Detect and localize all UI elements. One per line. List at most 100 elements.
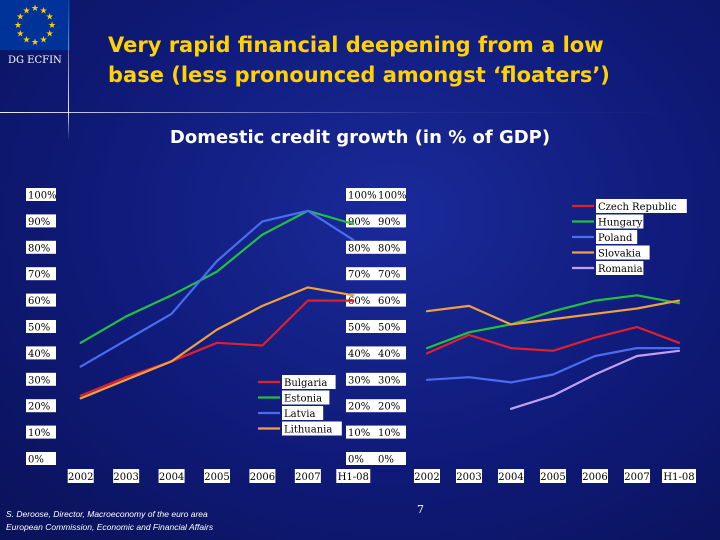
ytick-label-bg <box>376 320 406 333</box>
xtick-label: 2007 <box>624 472 649 483</box>
ytick-label: 50% <box>28 323 50 334</box>
slide-title: Very rapid financial deepening from a lo… <box>108 30 708 90</box>
ytick-label-bg <box>26 372 56 386</box>
legend-label: Romania <box>598 264 643 275</box>
legend-label-bg <box>282 375 336 389</box>
ytick-label: 100% <box>348 191 377 202</box>
ytick-label-bg <box>26 293 56 307</box>
legend: Czech Republic Hungary Poland Slovakia Roman… <box>572 199 687 275</box>
eu-flag-logo: ★ ★ ★ ★ ★ ★ ★ ★ ★ ★ ★ ★ <box>0 0 70 50</box>
xtick-label: 2002 <box>414 472 439 483</box>
divider-horizontal <box>0 112 720 113</box>
ytick-label-bg <box>26 214 56 228</box>
xtick-label-bg <box>249 469 276 483</box>
ytick-label-bg <box>376 293 406 307</box>
eu-star: ★ <box>39 36 47 46</box>
footer: S. Deroose, Director, Macroeconomy of th… <box>6 508 213 534</box>
ytick-label: 20% <box>28 402 50 413</box>
ytick-label: 70% <box>348 270 370 281</box>
ytick-label: 90% <box>28 217 50 228</box>
ytick-label-bg <box>26 240 56 254</box>
xtick-label: 2003 <box>113 472 138 483</box>
ytick-label-bg <box>376 346 406 360</box>
ytick-label: 10% <box>348 428 370 439</box>
series-line-estonia <box>79 209 355 344</box>
ytick-label: 80% <box>378 243 400 254</box>
xtick-label-bg <box>294 469 321 483</box>
ytick-label-bg <box>376 452 406 465</box>
ytick-label-bg <box>346 425 376 439</box>
legend-label: Bulgaria <box>284 378 327 389</box>
xtick-label-bg <box>204 469 230 483</box>
ytick-label-bg <box>346 188 376 201</box>
ytick-label: 30% <box>378 375 400 386</box>
ytick-label: 50% <box>378 323 400 334</box>
eu-star: ★ <box>31 4 39 14</box>
eu-star: ★ <box>39 6 47 16</box>
xtick-label: 2006 <box>582 472 607 483</box>
legend-label-bg <box>596 261 644 275</box>
legend-label-bg <box>282 406 324 420</box>
org-label: DG ECFIN <box>8 55 62 66</box>
series-line-romania <box>509 349 681 410</box>
series-line-poland <box>425 347 681 384</box>
ytick-label-bg <box>376 267 406 281</box>
ytick-label: 60% <box>348 296 370 307</box>
xtick-label: 2004 <box>159 472 184 483</box>
ytick-label-bg <box>26 399 56 413</box>
ytick-label-bg <box>346 293 376 307</box>
xtick-label-bg <box>67 469 94 483</box>
page-number: 7 <box>417 503 424 516</box>
ytick-label: 10% <box>378 428 400 439</box>
xtick-label-bg <box>498 469 524 483</box>
series-line-hungary <box>425 294 681 350</box>
series-line-latvia <box>79 209 355 368</box>
xtick-label: 2005 <box>204 472 229 483</box>
ytick-label: 90% <box>348 217 370 228</box>
ytick-label: 10% <box>28 428 50 439</box>
ytick-label-bg <box>26 320 56 333</box>
legend-label-bg <box>596 245 650 260</box>
ytick-label: 40% <box>28 349 50 360</box>
ytick-label: 20% <box>348 402 370 413</box>
ytick-label-bg <box>376 425 406 439</box>
legend-label: Lithuania <box>284 425 332 436</box>
xtick-label-bg <box>414 469 440 483</box>
ytick-label-bg <box>346 452 376 465</box>
ytick-label: 80% <box>28 243 50 254</box>
eu-star: ★ <box>22 36 30 46</box>
legend-label: Slovakia <box>598 249 641 260</box>
xtick-label-bg <box>113 469 140 483</box>
slide-title-line2: base (less pronounced amongst ‘floaters’… <box>108 63 610 87</box>
ytick-label-bg <box>346 320 376 333</box>
eu-star: ★ <box>16 30 24 40</box>
legend-label-bg <box>596 230 638 244</box>
eu-star: ★ <box>46 13 54 23</box>
xtick-label: 2005 <box>540 472 565 483</box>
ytick-label: 70% <box>28 270 50 281</box>
footer-line1: S. Deroose, Director, Macroeconomy of th… <box>6 509 208 519</box>
eu-star: ★ <box>48 21 56 31</box>
eu-star: ★ <box>46 30 54 40</box>
legend-label: Czech Republic <box>598 202 677 213</box>
xtick-label: H1-08 <box>663 472 694 483</box>
legend-label-bg <box>596 214 644 229</box>
ytick-label-bg <box>376 188 406 201</box>
xtick-label-bg <box>540 469 566 483</box>
ytick-label-bg <box>346 267 376 281</box>
series-line-bulgaria <box>79 299 355 397</box>
ytick-label-bg <box>376 399 406 413</box>
legend-label: Estonia <box>284 394 322 405</box>
eu-stars-icon: ★★★★★★★★★ ★ ★★ <box>14 4 56 48</box>
series-line-lithuania <box>79 286 355 400</box>
series-line-slovakia <box>425 299 681 326</box>
footer-line2: European Commission, Economic and Financ… <box>6 522 214 532</box>
ytick-label: 0% <box>348 455 364 466</box>
eu-star: ★ <box>22 6 30 16</box>
ytick-label-bg <box>26 188 56 201</box>
ytick-label-bg <box>376 214 406 228</box>
xtick-label: H1-08 <box>338 472 369 483</box>
xtick-label-bg <box>456 469 482 483</box>
xtick-label: 2006 <box>250 472 275 483</box>
